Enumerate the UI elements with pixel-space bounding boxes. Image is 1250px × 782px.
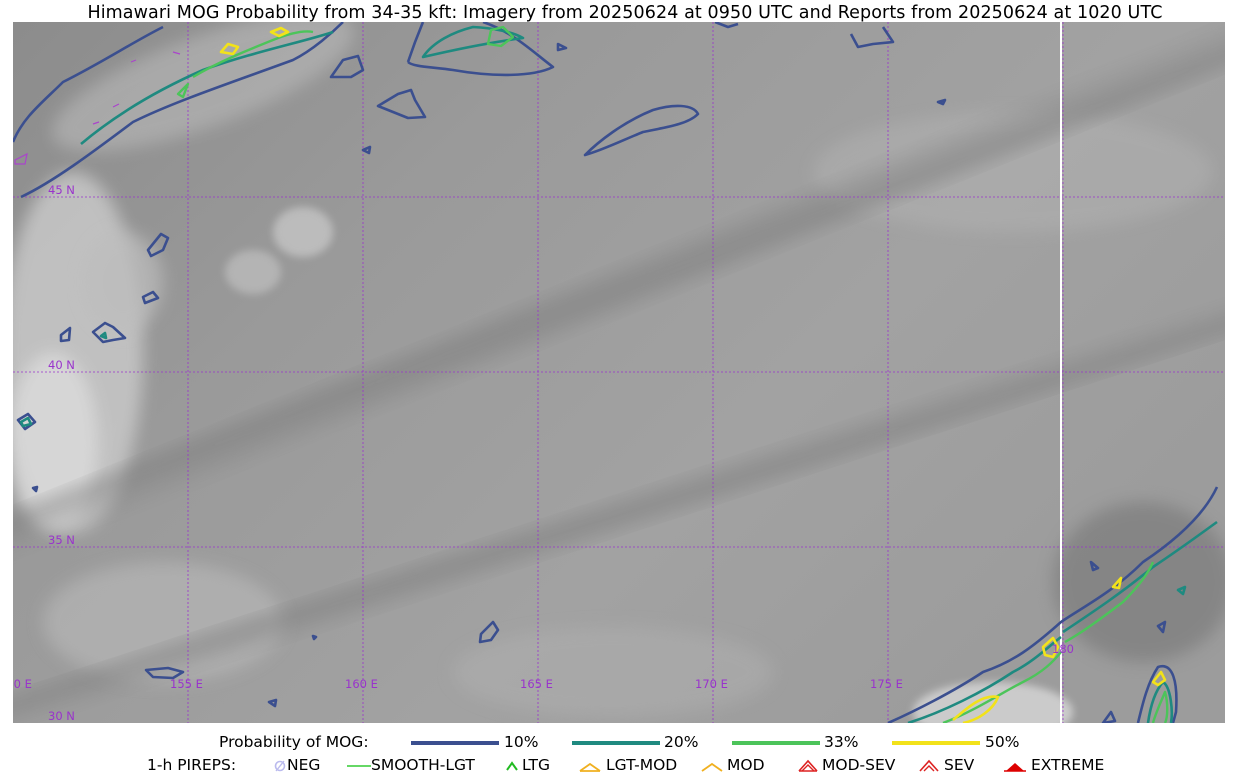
cloud-texture bbox=[13, 22, 1225, 723]
legend-label-20: 20% bbox=[664, 733, 699, 751]
lat-label-45: 45 N bbox=[48, 183, 75, 197]
swatch-10 bbox=[411, 741, 499, 745]
legend-label-50: 50% bbox=[985, 733, 1020, 751]
pirep-label-smooth-lgt: SMOOTH-LGT bbox=[371, 756, 475, 774]
lat-label-35: 35 N bbox=[48, 533, 75, 547]
lat-label-30: 30 N bbox=[48, 709, 75, 723]
pirep-label-neg: NEG bbox=[287, 756, 321, 774]
lon-label-150: 150 E bbox=[13, 677, 32, 691]
lon-label-170: 170 E bbox=[695, 677, 728, 691]
pirep-legend-heading: 1-h PIREPS: bbox=[147, 756, 237, 774]
swatch-20 bbox=[572, 741, 660, 745]
lon-label-175: 175 E bbox=[870, 677, 903, 691]
lon-label-180: 180 bbox=[1052, 642, 1074, 656]
mod-sev-icon bbox=[798, 759, 818, 772]
contour-10-percent bbox=[13, 22, 1219, 723]
pirep-label-mod: MOD bbox=[727, 756, 765, 774]
probability-legend: Probability of MOG: 10% 20% 33% 50% bbox=[0, 733, 1250, 753]
lon-label-160: 160 E bbox=[345, 677, 378, 691]
pirep-label-extreme: EXTREME bbox=[1031, 756, 1105, 774]
satellite-map: 45 N 40 N 35 N 30 N 150 E 155 E 160 E 16… bbox=[13, 22, 1225, 723]
chart-title: Himawari MOG Probability from 34-35 kft:… bbox=[87, 3, 1163, 23]
extreme-icon bbox=[1004, 763, 1026, 772]
pirep-markers bbox=[14, 51, 181, 165]
smooth-lgt-icon bbox=[347, 765, 371, 767]
mod-icon bbox=[701, 762, 723, 772]
lgt-mod-icon bbox=[579, 762, 601, 772]
graticule bbox=[13, 22, 1225, 723]
pirep-legend: 1-h PIREPS: NEG SMOOTH-LGT LTG LGT-MOD M… bbox=[0, 756, 1250, 776]
lat-label-40: 40 N bbox=[48, 358, 75, 372]
ltg-icon bbox=[506, 761, 518, 771]
pirep-label-mod-sev: MOD-SEV bbox=[822, 756, 896, 774]
probability-legend-heading: Probability of MOG: bbox=[219, 733, 369, 751]
neg-icon bbox=[274, 760, 286, 772]
pirep-label-ltg: LTG bbox=[522, 756, 550, 774]
contour-33-percent bbox=[176, 25, 1169, 723]
pirep-label-sev: SEV bbox=[944, 756, 975, 774]
pirep-label-lgt-mod: LGT-MOD bbox=[606, 756, 678, 774]
lon-label-155: 155 E bbox=[170, 677, 203, 691]
lon-label-165: 165 E bbox=[520, 677, 553, 691]
legend-label-10: 10% bbox=[504, 733, 539, 751]
sev-icon bbox=[919, 759, 939, 772]
swatch-50 bbox=[892, 741, 980, 745]
swatch-33 bbox=[732, 741, 820, 745]
contour-50-percent bbox=[219, 26, 1167, 723]
legend-label-33: 33% bbox=[824, 733, 859, 751]
